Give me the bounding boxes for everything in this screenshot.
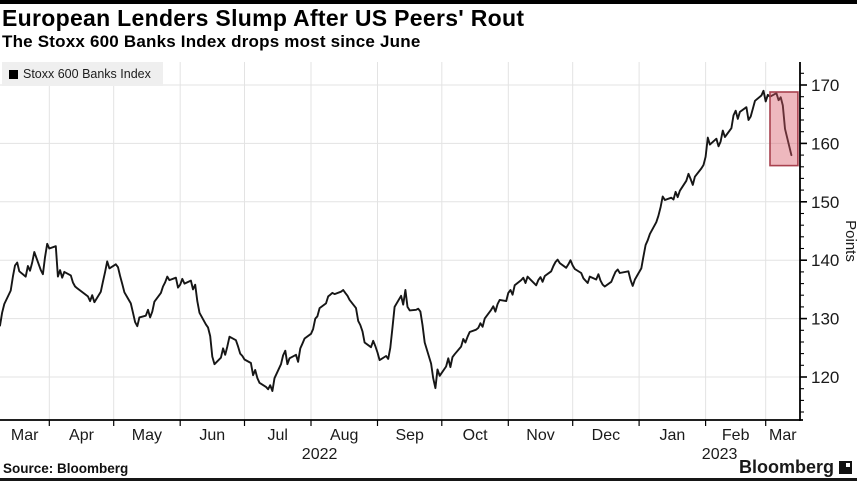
x-month-label: Jun xyxy=(199,427,225,444)
bloomberg-wordmark: Bloomberg xyxy=(739,457,852,478)
highlight-box xyxy=(769,91,799,167)
chart-title: European Lenders Slump After US Peers' R… xyxy=(2,5,525,31)
bottom-border xyxy=(0,478,857,481)
x-month-label: Mar xyxy=(11,427,39,444)
x-month-label: Dec xyxy=(592,427,620,444)
x-month-label: May xyxy=(132,427,162,444)
x-month-label: Jul xyxy=(267,427,287,444)
y-tick-label: 120 xyxy=(811,368,839,387)
y-axis-title: Points xyxy=(842,220,857,262)
x-month-label: Sep xyxy=(395,427,424,444)
x-year-label: 2023 xyxy=(702,446,738,463)
bloomberg-terminal-icon xyxy=(839,461,852,474)
legend-swatch-icon xyxy=(9,69,18,79)
x-month-label: Feb xyxy=(722,427,750,444)
x-year-label: 2022 xyxy=(302,446,338,463)
x-month-label: Apr xyxy=(69,427,95,444)
chart-subtitle: The Stoxx 600 Banks Index drops most sin… xyxy=(2,32,421,51)
x-month-label: Oct xyxy=(463,427,488,444)
x-month-label: Mar xyxy=(769,427,797,444)
source-attribution: Source: Bloomberg xyxy=(3,461,129,476)
legend: Stoxx 600 Banks Index xyxy=(2,62,163,86)
x-month-label: Aug xyxy=(330,427,358,444)
top-accent-bar xyxy=(0,0,857,4)
bloomberg-logo-text: Bloomberg xyxy=(738,457,834,477)
series-line xyxy=(0,89,793,392)
legend-label: Stoxx 600 Banks Index xyxy=(23,67,151,81)
y-tick-label: 150 xyxy=(811,193,839,212)
y-tick-label: 170 xyxy=(811,76,839,95)
x-month-label: Nov xyxy=(526,427,554,444)
y-tick-label: 140 xyxy=(811,251,839,270)
x-month-label: Jan xyxy=(660,427,686,444)
y-tick-label: 160 xyxy=(811,134,839,153)
y-tick-label: 130 xyxy=(811,310,839,329)
